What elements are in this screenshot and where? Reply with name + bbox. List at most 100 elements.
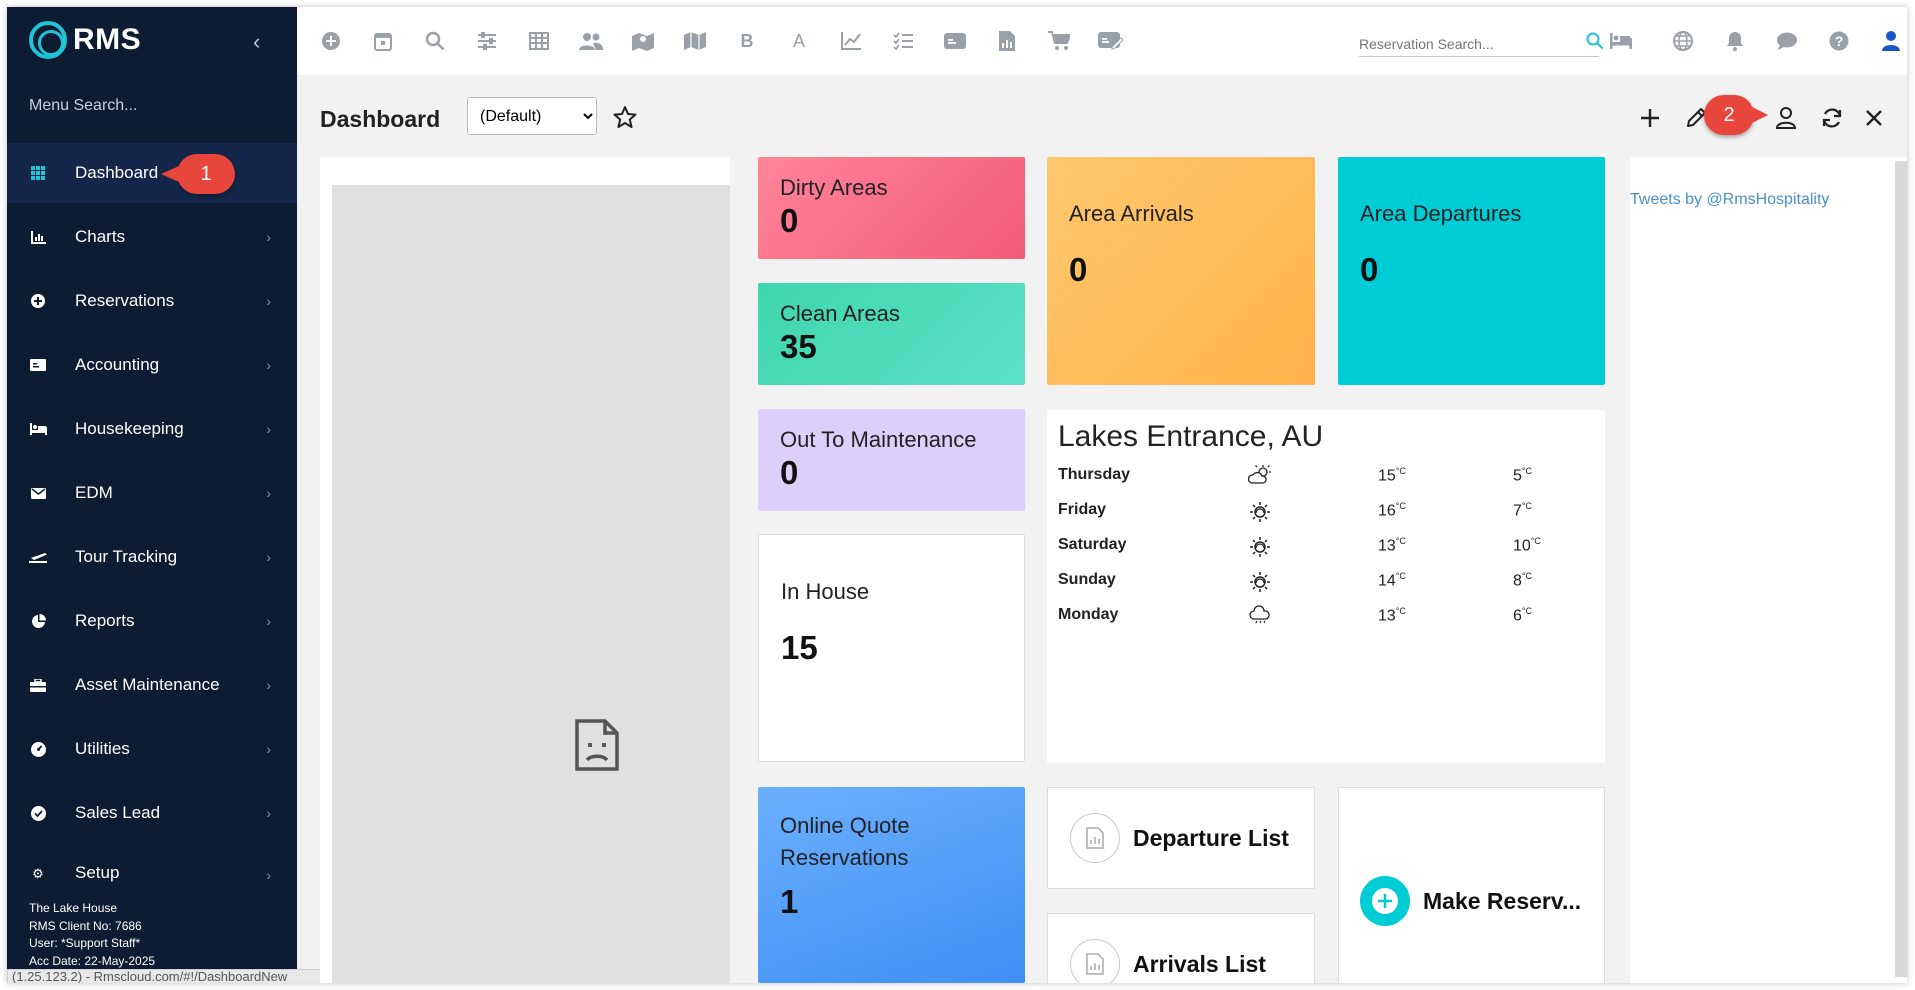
weather-low: 5°C: [1513, 466, 1532, 485]
sidebar-item-dashboard[interactable]: Dashboard: [7, 143, 297, 203]
users-icon[interactable]: [577, 27, 605, 55]
calendar-icon[interactable]: [369, 27, 397, 55]
property-name: The Lake House: [29, 901, 118, 915]
sidebar-item-asset-maintenance[interactable]: Asset Maintenance ›: [7, 655, 297, 715]
sidebar-item-label: Reports: [75, 611, 135, 630]
shopping-cart-icon[interactable]: [1045, 27, 1073, 55]
sidebar-item-charts[interactable]: Charts ›: [7, 207, 297, 267]
cloud-rain-icon: [1248, 604, 1274, 630]
sidebar-item-accounting[interactable]: Accounting ›: [7, 335, 297, 395]
departure-list-tile[interactable]: Departure List: [1047, 787, 1315, 889]
weather-low-value: 6: [1513, 607, 1522, 625]
chat-icon[interactable]: [1773, 27, 1801, 55]
sidebar-item-reports[interactable]: Reports ›: [7, 591, 297, 651]
line-chart-icon[interactable]: [837, 27, 865, 55]
letter-a-icon[interactable]: A: [792, 30, 805, 51]
tile-title-line2: Reservations: [780, 845, 909, 870]
report-file-icon[interactable]: [993, 27, 1021, 55]
sidebar-item-label: Housekeeping: [75, 419, 184, 438]
money-edit-icon[interactable]: [1097, 27, 1125, 55]
money-bill-icon[interactable]: [941, 27, 969, 55]
dirty-areas-tile[interactable]: Dirty Areas 0: [758, 157, 1025, 259]
bell-icon[interactable]: [1721, 27, 1749, 55]
chevron-right-icon: ›: [266, 421, 271, 437]
scrollbar[interactable]: [1895, 161, 1907, 977]
sidebar-item-label: Setup: [75, 863, 120, 882]
help-icon[interactable]: ?: [1825, 27, 1853, 55]
sidebar-item-tour-tracking[interactable]: Tour Tracking ›: [7, 527, 297, 587]
clean-areas-tile[interactable]: Clean Areas 35: [758, 283, 1025, 385]
bed-icon[interactable]: [1607, 27, 1635, 55]
map-marker-icon[interactable]: [629, 27, 657, 55]
weather-high: 15°C: [1378, 466, 1406, 485]
in-house-tile[interactable]: In House 15: [758, 534, 1025, 762]
refresh-icon[interactable]: [1819, 105, 1845, 131]
checklist-icon[interactable]: [889, 27, 917, 55]
sidebar-item-label: Dashboard: [75, 163, 159, 182]
sidebar-item-edm[interactable]: EDM ›: [7, 463, 297, 523]
cloud-sun-icon: [1247, 464, 1274, 490]
globe-icon[interactable]: [1669, 27, 1697, 55]
weather-high: 13°C: [1378, 606, 1406, 625]
chevron-right-icon: ›: [266, 677, 271, 693]
client-number: RMS Client No: 7686: [29, 918, 142, 933]
cog-icon: ⚙: [32, 866, 44, 881]
weather-high-value: 14: [1378, 572, 1396, 590]
dashboard-gauge-icon: [29, 740, 47, 758]
sidebar-item-label: Utilities: [75, 739, 130, 758]
online-quote-reservations-tile[interactable]: Online Quote Reservations 1: [758, 787, 1025, 983]
weather-low: 6°C: [1513, 606, 1532, 625]
weather-city: Lakes Entrance, AU: [1058, 420, 1324, 453]
sidebar-item-sales-lead[interactable]: Sales Lead ›: [7, 783, 297, 843]
bold-b-icon[interactable]: B: [740, 30, 754, 51]
annotation-callout-2: 2: [1704, 95, 1768, 135]
out-to-maintenance-tile[interactable]: Out To Maintenance 0: [758, 409, 1025, 511]
temperature-unit: °C: [1395, 466, 1406, 476]
favourite-star-icon[interactable]: [612, 104, 638, 130]
sidebar-item-label: Charts: [75, 227, 126, 246]
weather-high-value: 13: [1378, 537, 1396, 555]
current-user: User: *Support Staff*: [29, 936, 141, 950]
make-reservation-tile[interactable]: Make Reserv...: [1338, 787, 1605, 983]
edit-pencil-icon[interactable]: [1683, 105, 1709, 131]
sidebar-item-utilities[interactable]: Utilities ›: [7, 719, 297, 779]
add-widget-plus-icon[interactable]: [1637, 105, 1663, 131]
sun-icon: [1248, 499, 1274, 525]
area-arrivals-tile[interactable]: Area Arrivals 0: [1047, 157, 1315, 385]
property-info: The Lake House RMS Client No: 7686 User:…: [29, 900, 155, 970]
sidebar-item-reservations[interactable]: Reservations ›: [7, 271, 297, 331]
weather-low-value: 7: [1513, 502, 1522, 520]
rms-logo[interactable]: RMS: [29, 21, 141, 59]
pie-chart-icon: [29, 612, 47, 630]
check-circle-icon: [29, 804, 47, 822]
temperature-unit: °C: [1530, 536, 1541, 546]
make-reservation-label: Make Reserv...: [1423, 888, 1582, 914]
collapse-sidebar-chevron-left-icon[interactable]: ‹: [253, 29, 261, 54]
menu-search-input[interactable]: Menu Search...: [29, 97, 138, 114]
temperature-unit: °C: [1395, 536, 1406, 546]
arrivals-list-tile[interactable]: Arrivals List: [1047, 913, 1315, 983]
dashboard-layout-select[interactable]: (Default): [467, 97, 597, 135]
sun-icon: [1248, 534, 1274, 560]
weather-low: 7°C: [1513, 501, 1532, 520]
temperature-unit: °C: [1395, 501, 1406, 511]
envelope-icon: [29, 484, 47, 502]
add-circle-icon[interactable]: [317, 27, 345, 55]
map-icon[interactable]: [681, 27, 709, 55]
sidebar-item-setup[interactable]: ⚙ Setup ›: [7, 847, 297, 883]
table-icon[interactable]: [525, 27, 553, 55]
reservation-search-input[interactable]: [1359, 31, 1599, 57]
sliders-icon[interactable]: [473, 27, 501, 55]
tweets-link[interactable]: Tweets by @RmsHospitality: [1630, 191, 1830, 208]
image-widget: [320, 157, 730, 983]
close-icon[interactable]: [1861, 105, 1887, 131]
user-profile-icon[interactable]: [1877, 27, 1905, 55]
sidebar-item-housekeeping[interactable]: Housekeeping ›: [7, 399, 297, 459]
search-icon[interactable]: [421, 27, 449, 55]
bed-icon: [29, 420, 47, 438]
user-settings-icon[interactable]: [1773, 105, 1799, 131]
search-icon[interactable]: [1581, 27, 1609, 55]
sidebar: RMS ‹ Menu Search... Dashboard Charts › …: [7, 7, 297, 983]
area-departures-tile[interactable]: Area Departures 0: [1338, 157, 1605, 385]
weather-high: 13°C: [1378, 536, 1406, 555]
